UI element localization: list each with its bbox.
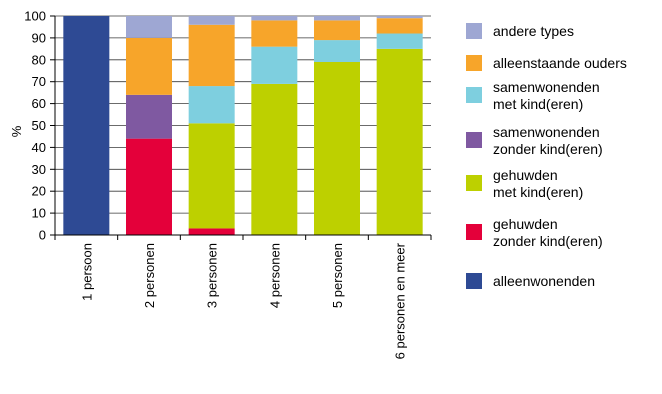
y-tick-label: 30	[32, 162, 46, 177]
y-tick-label: 20	[32, 184, 46, 199]
bar-segment	[126, 138, 172, 235]
legend-swatch	[466, 87, 482, 103]
y-tick-label: 70	[32, 74, 46, 89]
legend-swatch	[466, 23, 482, 39]
bar-segment	[126, 94, 172, 139]
legend-label: alleenwonenden	[493, 273, 595, 289]
bars	[63, 16, 423, 235]
bar-segment	[126, 37, 172, 95]
bar-segment	[188, 228, 235, 235]
bar-segment	[314, 16, 360, 21]
bar-segment	[188, 86, 235, 124]
bar-segment	[251, 20, 298, 47]
bar-segment	[63, 16, 110, 235]
y-tick-label: 40	[32, 140, 46, 155]
legend-label: met kind(eren)	[493, 96, 583, 112]
bar-segment	[251, 46, 298, 84]
legend-swatch	[466, 224, 482, 240]
bar-segment	[376, 16, 423, 19]
legend-swatch	[466, 175, 482, 191]
x-tick-label: 3 personen	[205, 243, 220, 308]
x-tick-label: 1 persoon	[79, 243, 94, 301]
bar-segment	[376, 18, 423, 34]
bar-segment	[251, 83, 298, 235]
bar-segment	[188, 16, 235, 25]
legend-label: andere types	[493, 23, 574, 39]
legend-swatch	[466, 132, 482, 148]
legend-swatch	[466, 273, 482, 289]
x-tick-label: 4 personen	[267, 243, 282, 308]
legend-swatch	[466, 55, 482, 71]
legend-label: gehuwden	[493, 216, 558, 232]
legend-label: alleenstaande ouders	[493, 55, 627, 71]
bar-segment	[376, 48, 423, 235]
legend-label: zonder kind(eren)	[493, 141, 603, 157]
y-tick-label: 100	[24, 9, 46, 24]
x-tick-label: 5 personen	[330, 243, 345, 308]
y-tick-label: 90	[32, 30, 46, 45]
gridlines	[55, 15, 431, 214]
legend: andere types alleenstaande ouders samenwon…	[466, 23, 627, 289]
y-tick-label: 10	[32, 206, 46, 221]
bar-segment	[251, 16, 298, 21]
bar-segment	[188, 24, 235, 87]
bar-segment	[314, 61, 360, 235]
legend-label: zonder kind(eren)	[493, 233, 603, 249]
legend-label: samenwonenden	[493, 79, 600, 95]
y-tick-label: 60	[32, 96, 46, 111]
legend-label: met kind(eren)	[493, 184, 583, 200]
y-axis-label: %	[9, 125, 24, 137]
y-tick-label: 0	[39, 228, 46, 243]
bar-segment	[376, 33, 423, 49]
y-tick-label: 80	[32, 52, 46, 67]
bar-segment	[126, 16, 172, 38]
axes: 0 10 20 30 40 50 60 70 80 90 100 1 persoon 2 persone…	[24, 9, 432, 359]
bar-segment	[188, 123, 235, 229]
legend-label: samenwonenden	[493, 124, 600, 140]
bar-segment	[314, 40, 360, 62]
x-tick-label: 2 personen	[142, 243, 157, 308]
x-tick-label: 6 personen en meer	[393, 242, 408, 359]
y-tick-label: 50	[32, 118, 46, 133]
legend-label: gehuwden	[493, 167, 558, 183]
bar-segment	[314, 20, 360, 41]
